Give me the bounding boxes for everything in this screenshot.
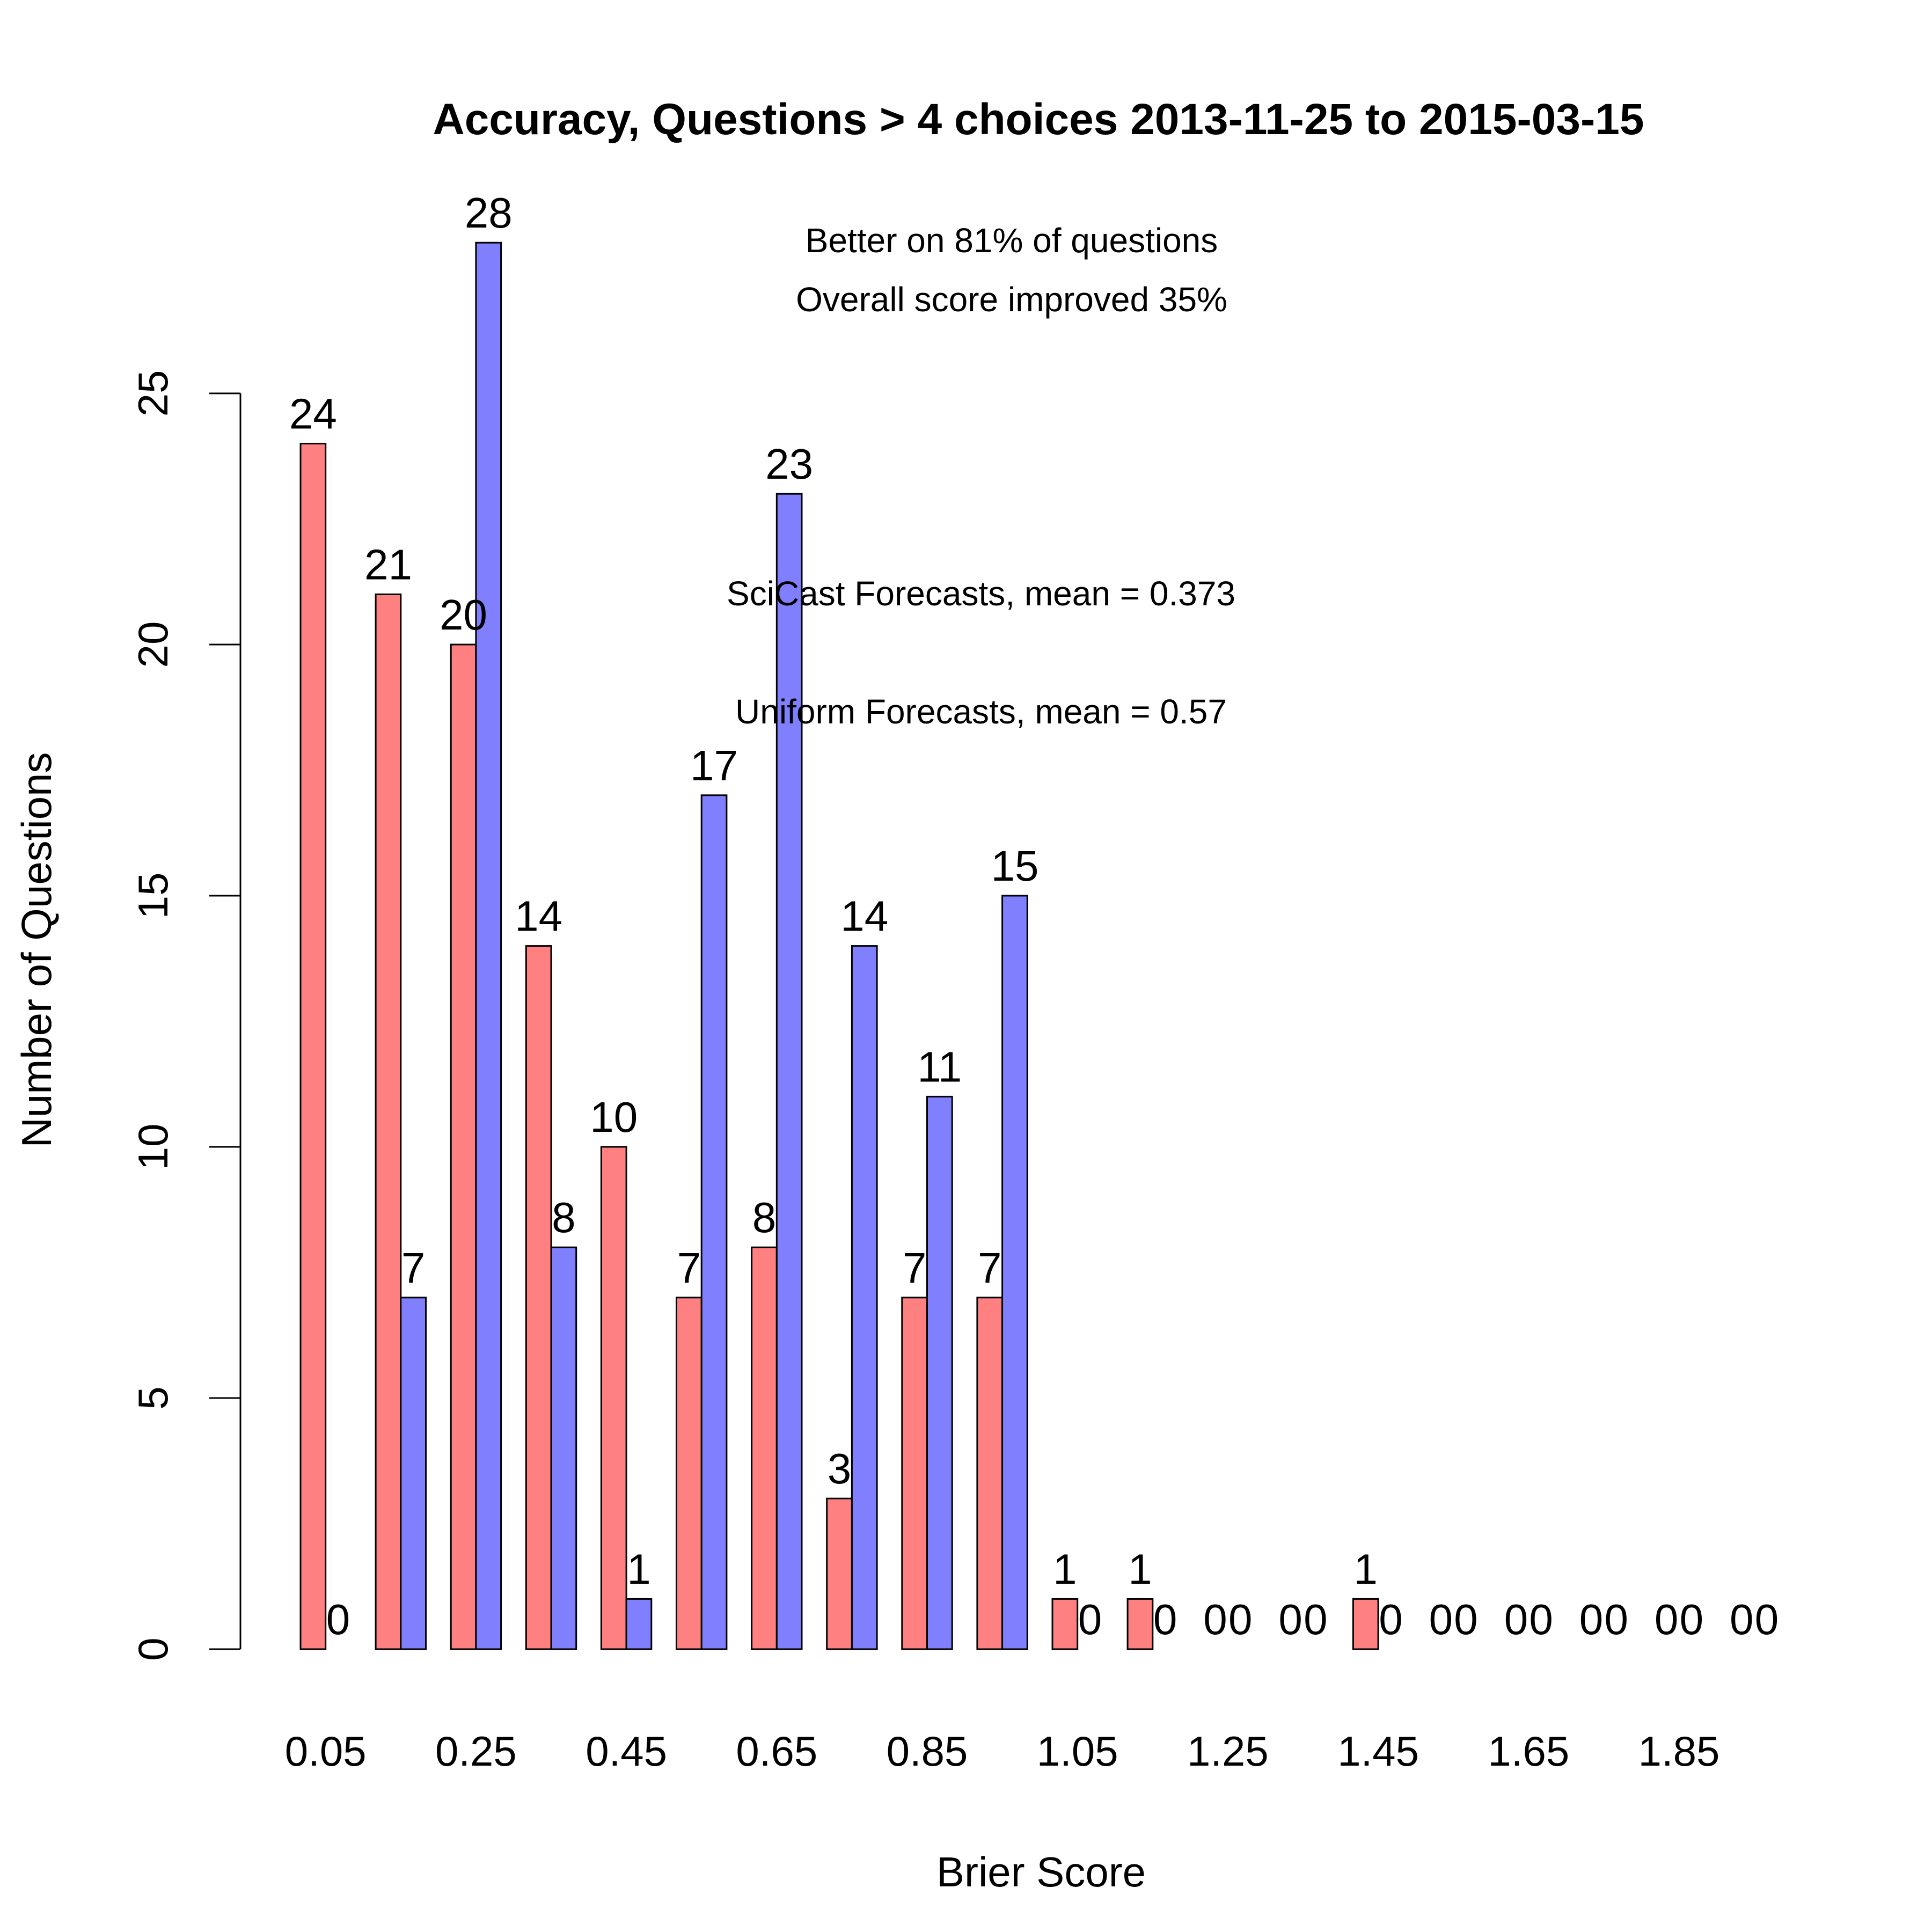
legend-uniform: Uniform Forecasts, mean = 0.57: [735, 692, 1227, 731]
bar-label-scicast-0.25: 20: [440, 591, 487, 639]
bar-label-scicast-1.35: 0: [1278, 1596, 1302, 1643]
bar-scicast-0.15: [375, 593, 402, 1650]
bar-uniform-0.75: [851, 945, 878, 1650]
bar-label-scicast-1.75: 0: [1579, 1596, 1604, 1643]
y-tick-label-25: 25: [129, 370, 177, 417]
bar-label-uniform-1.55: 0: [1454, 1596, 1478, 1643]
x-tick-label-0.45: 0.45: [586, 1728, 667, 1775]
bar-label-scicast-1.65: 0: [1504, 1596, 1528, 1643]
bar-uniform-0.65: [775, 493, 803, 1650]
x-tick-label-1.25: 1.25: [1187, 1728, 1269, 1775]
bar-label-uniform-0.25: 28: [465, 189, 513, 237]
bar-label-uniform-1.25: 0: [1228, 1596, 1253, 1643]
bar-label-uniform-0.55: 17: [690, 742, 738, 789]
y-tick-label-20: 20: [129, 621, 177, 668]
bar-label-scicast-0.65: 8: [752, 1194, 777, 1241]
bar-label-uniform-0.95: 15: [991, 842, 1038, 890]
bar-label-uniform-0.65: 23: [765, 440, 813, 488]
bar-scicast-0.35: [525, 945, 552, 1650]
bar-label-uniform-1.65: 0: [1529, 1596, 1553, 1643]
bar-uniform-0.35: [550, 1246, 577, 1650]
y-tick-label-0: 0: [129, 1637, 177, 1660]
bar-label-uniform-1.15: 0: [1153, 1596, 1177, 1643]
y-tick-label-5: 5: [129, 1386, 177, 1409]
bar-label-scicast-0.85: 7: [903, 1244, 927, 1292]
annotation-improved: Overall score improved 35%: [796, 280, 1227, 319]
bar-label-uniform-1.85: 0: [1680, 1596, 1704, 1643]
bar-uniform-0.45: [625, 1598, 653, 1650]
bar-scicast-1.15: [1126, 1598, 1154, 1650]
bar-label-scicast-1.05: 1: [1053, 1545, 1077, 1593]
x-tick-label-1.05: 1.05: [1037, 1728, 1118, 1775]
bar-label-uniform-1.35: 0: [1304, 1596, 1328, 1643]
bar-scicast-1.05: [1051, 1598, 1079, 1650]
bar-label-uniform-1.95: 0: [1755, 1596, 1779, 1643]
bar-label-scicast-0.15: 21: [364, 540, 412, 588]
bar-uniform-0.95: [1001, 895, 1028, 1650]
bars-group: [299, 241, 1379, 1650]
bar-uniform-0.15: [400, 1297, 427, 1650]
x-axis-tick-labels: 0.05 0.25 0.45 0.65 0.85 1.05 1.25 1.45 1.65 1.85: [285, 1728, 1720, 1775]
bar-label-uniform-0.45: 1: [627, 1545, 651, 1593]
bar-label-scicast-0.45: 10: [590, 1093, 638, 1141]
bar-scicast-0.75: [826, 1497, 853, 1650]
y-tick-label-10: 10: [129, 1124, 177, 1170]
bar-label-scicast-1.95: 0: [1730, 1596, 1754, 1643]
x-tick-label-0.05: 0.05: [285, 1728, 367, 1775]
y-axis-label: Number of Questions: [13, 752, 60, 1147]
bar-scicast-1.45: [1352, 1598, 1379, 1650]
bar-label-scicast-1.85: 0: [1655, 1596, 1679, 1643]
bar-label-uniform-0.05: 0: [326, 1596, 350, 1643]
bar-label-uniform-1.45: 0: [1379, 1596, 1403, 1643]
bar-scicast-0.65: [751, 1246, 778, 1650]
bar-label-scicast-1.15: 1: [1128, 1545, 1152, 1593]
x-tick-label-1.85: 1.85: [1638, 1728, 1720, 1775]
bar-uniform-0.85: [926, 1095, 953, 1650]
bar-label-scicast-0.35: 14: [515, 892, 562, 940]
bar-label-uniform-0.35: 8: [552, 1194, 576, 1241]
bar-scicast-0.25: [450, 643, 477, 1650]
bar-label-scicast-0.75: 3: [828, 1445, 852, 1492]
annotation-better: Better on 81% of questions: [806, 221, 1218, 260]
x-tick-label-0.65: 0.65: [736, 1728, 817, 1775]
bar-label-scicast-1.45: 1: [1354, 1545, 1378, 1593]
bar-label-uniform-1.75: 0: [1605, 1596, 1629, 1643]
bar-scicast-0.55: [676, 1297, 702, 1650]
bar-label-uniform-0.85: 11: [917, 1043, 962, 1091]
bar-label-scicast-0.95: 7: [978, 1244, 1002, 1292]
x-tick-label-1.65: 1.65: [1488, 1728, 1569, 1775]
bar-scicast-0.05: [299, 443, 327, 1650]
x-tick-label-1.45: 1.45: [1337, 1728, 1419, 1775]
x-tick-label-0.25: 0.25: [435, 1728, 517, 1775]
bar-label-uniform-0.75: 14: [840, 892, 888, 940]
bar-label-scicast-0.05: 24: [289, 390, 337, 438]
y-axis: 0 5 10 15 20 25: [129, 370, 241, 1661]
bar-uniform-0.55: [700, 794, 728, 1650]
bar-label-uniform-1.05: 0: [1078, 1596, 1102, 1643]
x-tick-label-0.85: 0.85: [887, 1728, 968, 1775]
bar-scicast-0.85: [901, 1297, 928, 1650]
bar-scicast-0.45: [600, 1146, 627, 1650]
x-axis-label: Brier Score: [936, 1848, 1146, 1896]
bar-label-scicast-1.55: 0: [1429, 1596, 1453, 1643]
bar-label-scicast-1.25: 0: [1203, 1596, 1227, 1643]
chart-title: Accuracy, Questions > 4 choices 2013-11-…: [433, 95, 1644, 144]
y-tick-label-15: 15: [129, 873, 177, 919]
legend-scicast: SciCast Forecasts, mean = 0.373: [727, 574, 1235, 613]
bar-label-scicast-0.55: 7: [677, 1244, 701, 1292]
bar-uniform-0.25: [475, 241, 502, 1650]
bar-scicast-0.95: [976, 1297, 1004, 1650]
bar-label-uniform-0.15: 7: [401, 1244, 426, 1292]
